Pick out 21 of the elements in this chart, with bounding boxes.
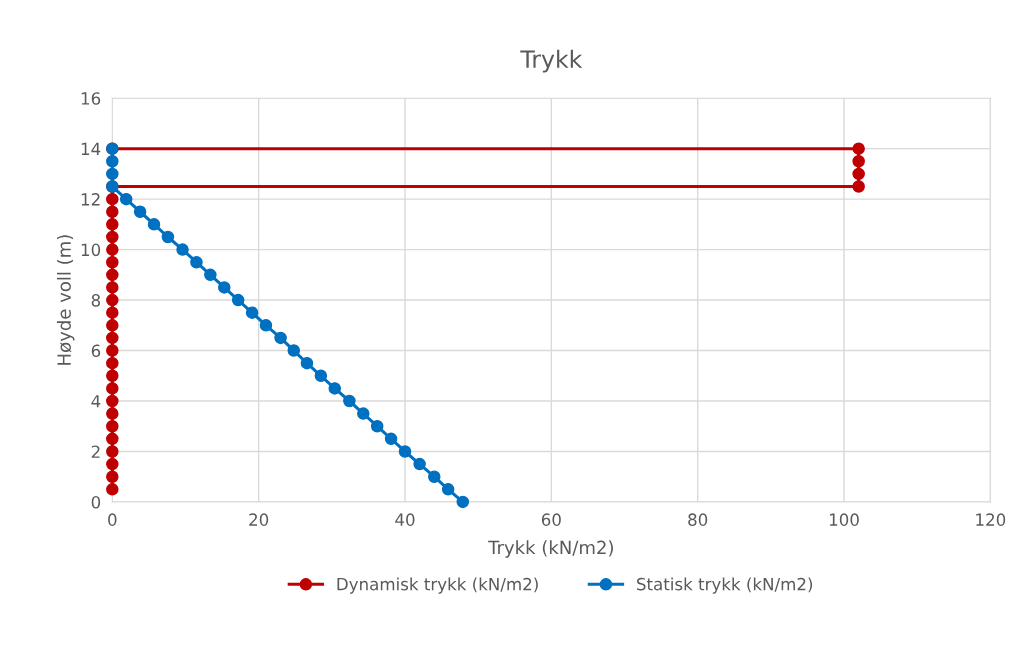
x-axis-title: Trykk (kN/m2) — [488, 540, 613, 558]
x-tick-label: 20 — [249, 513, 269, 526]
y-tick-label: 0 — [91, 495, 101, 509]
legend-label: Statisk trykk (kN/m2) — [637, 577, 813, 594]
y-tick-label: 4 — [91, 395, 101, 408]
y-tick-label: 6 — [91, 344, 101, 358]
y-tick-label: 2 — [91, 445, 100, 458]
y-tick-label: 8 — [91, 294, 101, 307]
chart-title: Trykk — [520, 49, 583, 73]
x-tick-label: 120 — [976, 513, 1006, 526]
legend-label: Dynamisk trykk (kN/m2) — [337, 577, 538, 594]
y-tick-label: 16 — [81, 92, 101, 105]
x-tick-label: 0 — [108, 513, 117, 526]
x-tick-label: 80 — [688, 513, 708, 526]
y-tick-label: 10 — [81, 243, 101, 257]
y-axis-title: Høyde voll (m) — [56, 235, 75, 365]
x-tick-label: 40 — [395, 513, 415, 526]
y-tick-label: 12 — [81, 193, 100, 206]
x-tick-label: 100 — [829, 513, 859, 526]
y-tick-label: 14 — [81, 142, 101, 155]
x-tick-label: 60 — [541, 513, 561, 526]
